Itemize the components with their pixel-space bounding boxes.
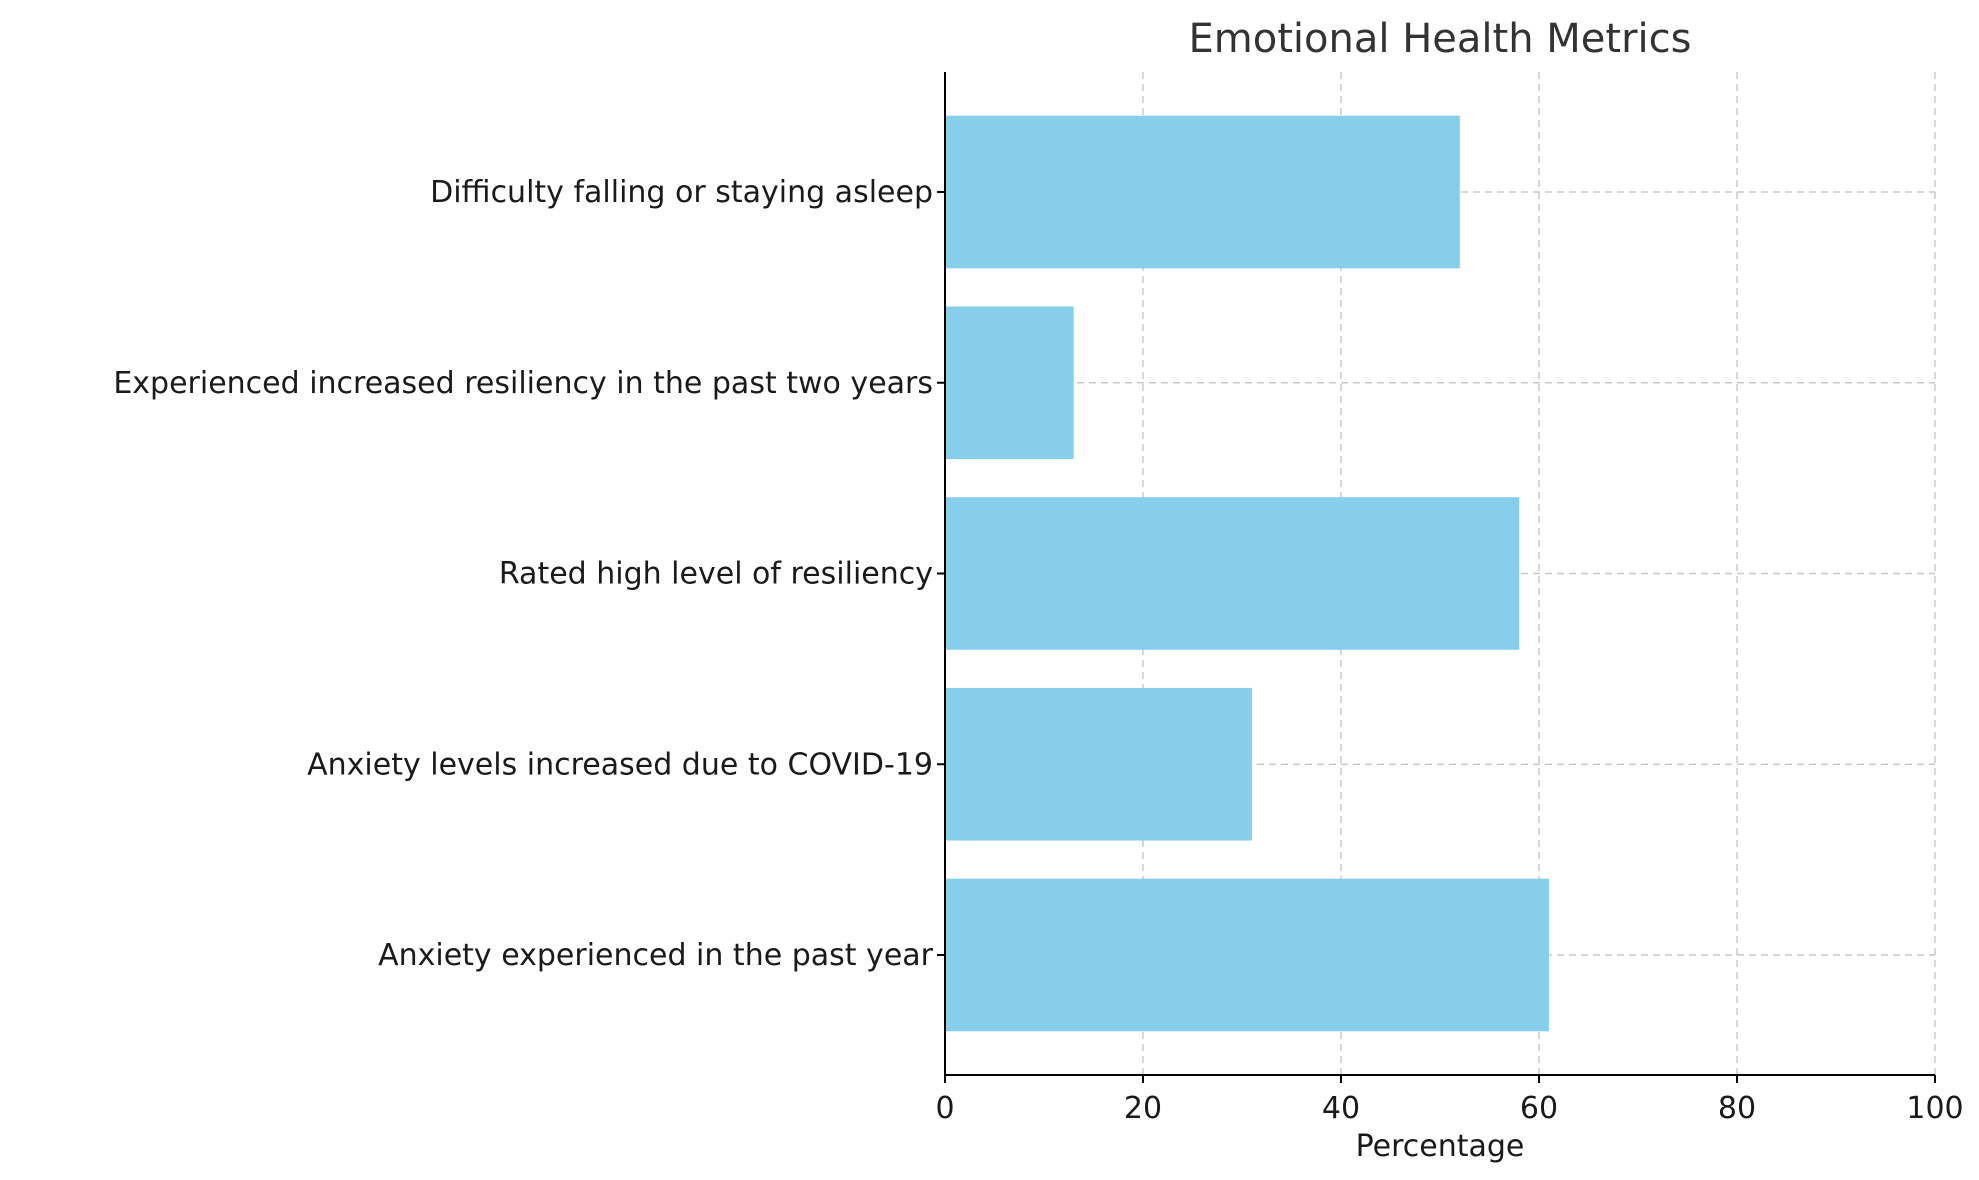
category-labels: Anxiety experienced in the past year Anxi… [113,175,933,973]
x-tick-label: 0 [935,1091,954,1126]
category-label: Anxiety levels increased due to COVID-19 [307,747,933,782]
x-tick-label: 60 [1520,1091,1558,1126]
x-tick-label: 40 [1322,1091,1360,1126]
x-axis-title: Percentage [1356,1129,1525,1164]
bar [945,497,1520,650]
chart-title: Emotional Health Metrics [1189,16,1692,62]
x-tick-label: 20 [1124,1091,1162,1126]
x-tick-labels: 0 20 40 60 80 100 [935,1091,1963,1126]
bars [945,115,1549,1032]
bar [945,115,1460,269]
bar [945,687,1252,841]
axes [937,72,1936,1083]
category-label: Experienced increased resiliency in the … [113,366,933,401]
category-label: Rated high level of resiliency [499,557,933,592]
category-label: Difficulty falling or staying asleep [430,175,933,210]
x-tick-label: 80 [1718,1091,1756,1126]
bar [945,306,1074,460]
category-label: Anxiety experienced in the past year [378,938,934,973]
bar [945,878,1549,1032]
x-tick-label: 100 [1906,1091,1963,1126]
